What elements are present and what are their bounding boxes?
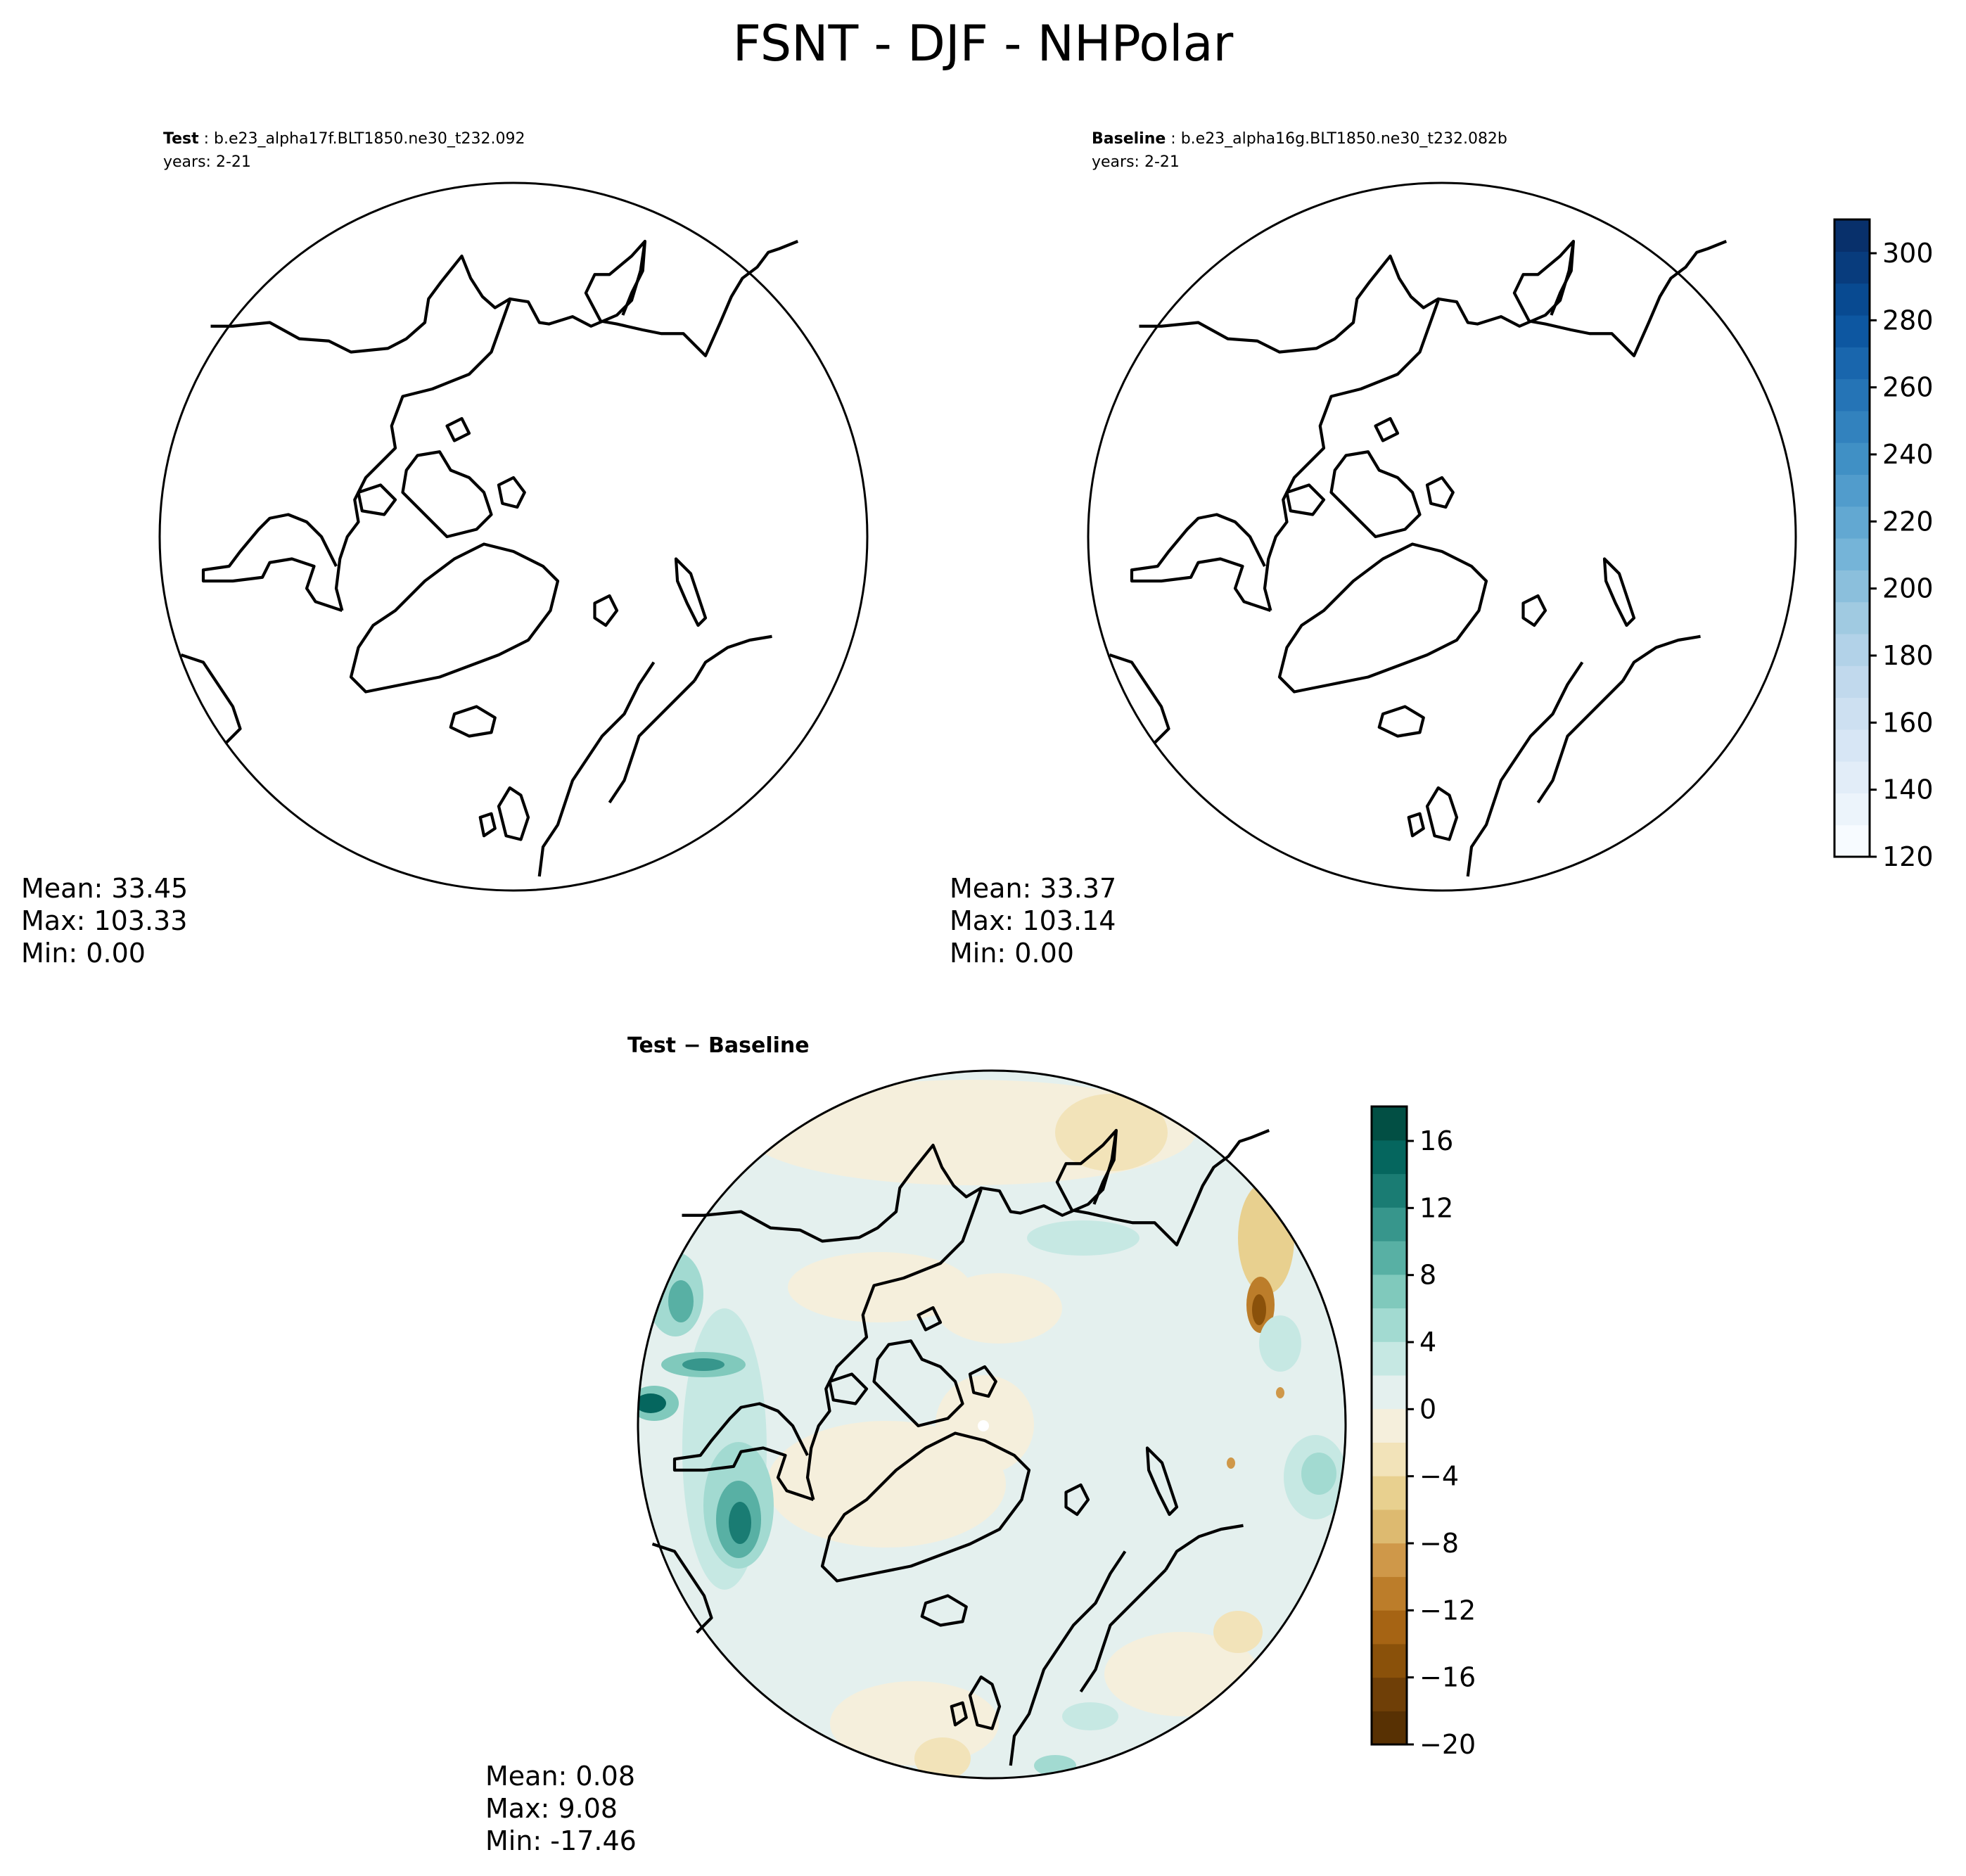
colorbar-diff-segment <box>1372 1240 1407 1275</box>
colorbar-diff-frame <box>1370 1105 1408 1746</box>
colorbar-diff-tick-label: −4 <box>1419 1461 1459 1492</box>
colorbar-diff-segment <box>1372 1374 1407 1410</box>
colorbar-diff-segment <box>1372 1140 1407 1175</box>
colorbar-main-tick-label: 180 <box>1882 640 1934 671</box>
colorbar-main-segment <box>1834 538 1870 570</box>
colorbar-main-segment <box>1834 283 1870 316</box>
colorbar-diff-segment <box>1372 1408 1407 1443</box>
colorbar-main-segment <box>1834 474 1870 507</box>
colorbar-diff-tick-label: 12 <box>1419 1192 1453 1223</box>
colorbar-diff-segment <box>1372 1643 1407 1678</box>
colorbar-diff-tick-label: 0 <box>1419 1393 1436 1424</box>
colorbar-diff-segment <box>1372 1543 1407 1577</box>
figure-title: FSNT - DJF - NHPolar <box>732 15 1234 72</box>
colorbar-main-segment <box>1834 665 1870 698</box>
panel-baseline-years: years: 2-21 <box>1092 153 1180 171</box>
colorbar-diff-tick-label: 4 <box>1419 1327 1436 1358</box>
colorbar-main-segment <box>1834 251 1870 284</box>
colorbar-diff: 16 12 8 4 0 −4 −8 −12 −16 −20 <box>1370 1105 1476 1760</box>
colorbar-diff-tick-label: 16 <box>1419 1125 1453 1156</box>
colorbar-diff-segment <box>1372 1341 1407 1376</box>
colorbar-main-tick-label: 120 <box>1882 841 1934 872</box>
colorbar-main-segment <box>1834 824 1870 857</box>
colorbar-main-segment <box>1834 633 1870 666</box>
colorbar-main-segment <box>1834 410 1870 443</box>
colorbar-main-tick-label: 280 <box>1882 305 1934 336</box>
colorbar-diff-segment <box>1372 1509 1407 1544</box>
colorbar-diff-tick-label: −12 <box>1419 1595 1476 1626</box>
colorbar-diff-segment <box>1372 1476 1407 1510</box>
stats-baseline-mean: Mean: 33.37 <box>950 873 1116 904</box>
colorbar-diff-segment <box>1372 1308 1407 1342</box>
colorbar-main-segment <box>1834 761 1870 793</box>
stats-test-mean: Mean: 33.45 <box>21 873 188 904</box>
stats-diff-mean: Mean: 0.08 <box>485 1761 635 1792</box>
panel-test-label: Test : b.e23_alpha17f.BLT1850.ne30_t232.… <box>163 130 525 148</box>
colorbar-main-tick-label: 260 <box>1882 372 1934 403</box>
panel-diff-label: Test − Baseline <box>627 1033 810 1058</box>
colorbar-main-tick-label: 140 <box>1882 774 1934 805</box>
colorbar-diff-segment <box>1372 1610 1407 1645</box>
colorbar-diff-segment <box>1372 1576 1407 1611</box>
colorbar-main-tick-label: 220 <box>1882 506 1934 537</box>
panel-baseline-label: Baseline : b.e23_alpha16g.BLT1850.ne30_t… <box>1092 130 1507 148</box>
colorbar-main-segment <box>1834 729 1870 762</box>
panel-test-years: years: 2-21 <box>163 153 251 171</box>
colorbar-main-segment <box>1834 793 1870 826</box>
colorbar-main-segment <box>1834 442 1870 475</box>
colorbar-main-segment <box>1834 347 1870 380</box>
colorbar-diff-segment <box>1372 1173 1407 1208</box>
colorbar-main-segment <box>1834 570 1870 603</box>
colorbar-diff-segment <box>1372 1274 1407 1309</box>
stats-test-min: Min: 0.00 <box>21 938 146 969</box>
colorbar-main-segment <box>1834 697 1870 730</box>
colorbar-diff-tick-label: −20 <box>1419 1729 1476 1760</box>
colorbar-diff-segment <box>1372 1207 1407 1242</box>
colorbar-diff-segment <box>1372 1677 1407 1711</box>
colorbar-main: 300 280 260 240 220 200 180 160 140 120 <box>1833 218 1934 872</box>
map-test <box>158 181 869 892</box>
colorbar-main-segment <box>1834 219 1870 252</box>
map-diff <box>637 1069 1347 1780</box>
colorbar-main-tick-label: 200 <box>1882 573 1934 604</box>
stats-baseline-min: Min: 0.00 <box>950 938 1074 969</box>
colorbar-diff-segment <box>1372 1711 1407 1745</box>
colorbar-main-segment <box>1834 378 1870 411</box>
colorbar-diff-segment <box>1372 1442 1407 1476</box>
stats-test-max: Max: 103.33 <box>21 905 187 936</box>
stats-diff-max: Max: 9.08 <box>485 1793 618 1824</box>
colorbar-main-tick-label: 160 <box>1882 707 1934 738</box>
map-baseline <box>1087 181 1797 892</box>
colorbar-main-segment <box>1834 506 1870 539</box>
colorbar-diff-tick-label: −16 <box>1419 1662 1476 1693</box>
colorbar-diff-tick-label: −8 <box>1419 1528 1459 1559</box>
stats-baseline-max: Max: 103.14 <box>950 905 1116 936</box>
colorbar-diff-tick-label: 8 <box>1419 1260 1436 1291</box>
colorbar-main-tick-label: 300 <box>1882 238 1934 269</box>
stats-diff-min: Min: -17.46 <box>485 1825 637 1856</box>
colorbar-main-segment <box>1834 601 1870 634</box>
colorbar-main-segment <box>1834 314 1870 347</box>
colorbar-main-frame <box>1833 218 1871 858</box>
colorbar-diff-segment <box>1372 1106 1407 1141</box>
colorbar-main-tick-label: 240 <box>1882 439 1934 470</box>
